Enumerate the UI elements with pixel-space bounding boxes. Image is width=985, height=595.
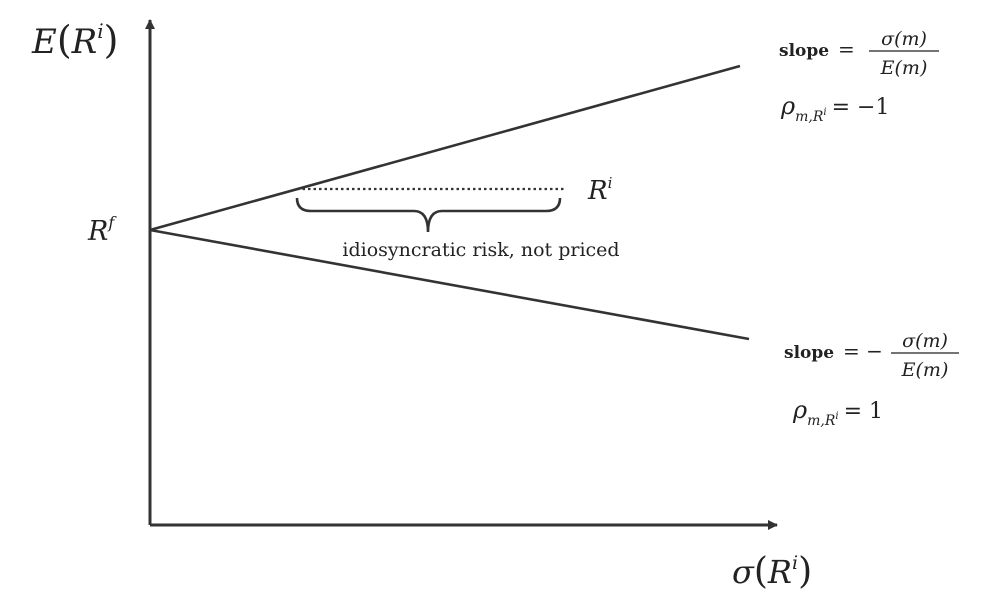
x-axis-label: σ(Ri) xyxy=(732,551,812,592)
lower-slope-numerator: σ(m) xyxy=(902,330,948,352)
lower-slope-equals: = − xyxy=(843,339,883,363)
lower-correlation-label: ρm,Ri = 1 xyxy=(792,396,883,429)
idiosyncratic-brace xyxy=(295,197,562,233)
asset-label: Ri xyxy=(587,174,613,206)
y-axis-label: E(Ri) xyxy=(31,18,119,62)
upper-slope-annotation: slope = σ(m) E(m) xyxy=(779,28,939,79)
lower-frontier-line xyxy=(149,228,750,341)
upper-slope-equals: = xyxy=(838,37,855,61)
upper-slope-denominator: E(m) xyxy=(880,57,928,79)
upper-frontier-line xyxy=(149,64,741,232)
lower-slope-denominator: E(m) xyxy=(901,359,949,381)
upper-slope-word: slope xyxy=(779,41,829,61)
risk-free-label: Rf xyxy=(87,213,117,247)
idiosyncratic-risk-label: idiosyncratic risk, not priced xyxy=(342,239,619,261)
upper-slope-numerator: σ(m) xyxy=(881,28,927,50)
upper-correlation-label: ρm,Ri = −1 xyxy=(780,92,889,125)
lower-slope-word: slope xyxy=(784,343,834,363)
lower-slope-annotation: slope = − σ(m) E(m) xyxy=(784,330,959,381)
